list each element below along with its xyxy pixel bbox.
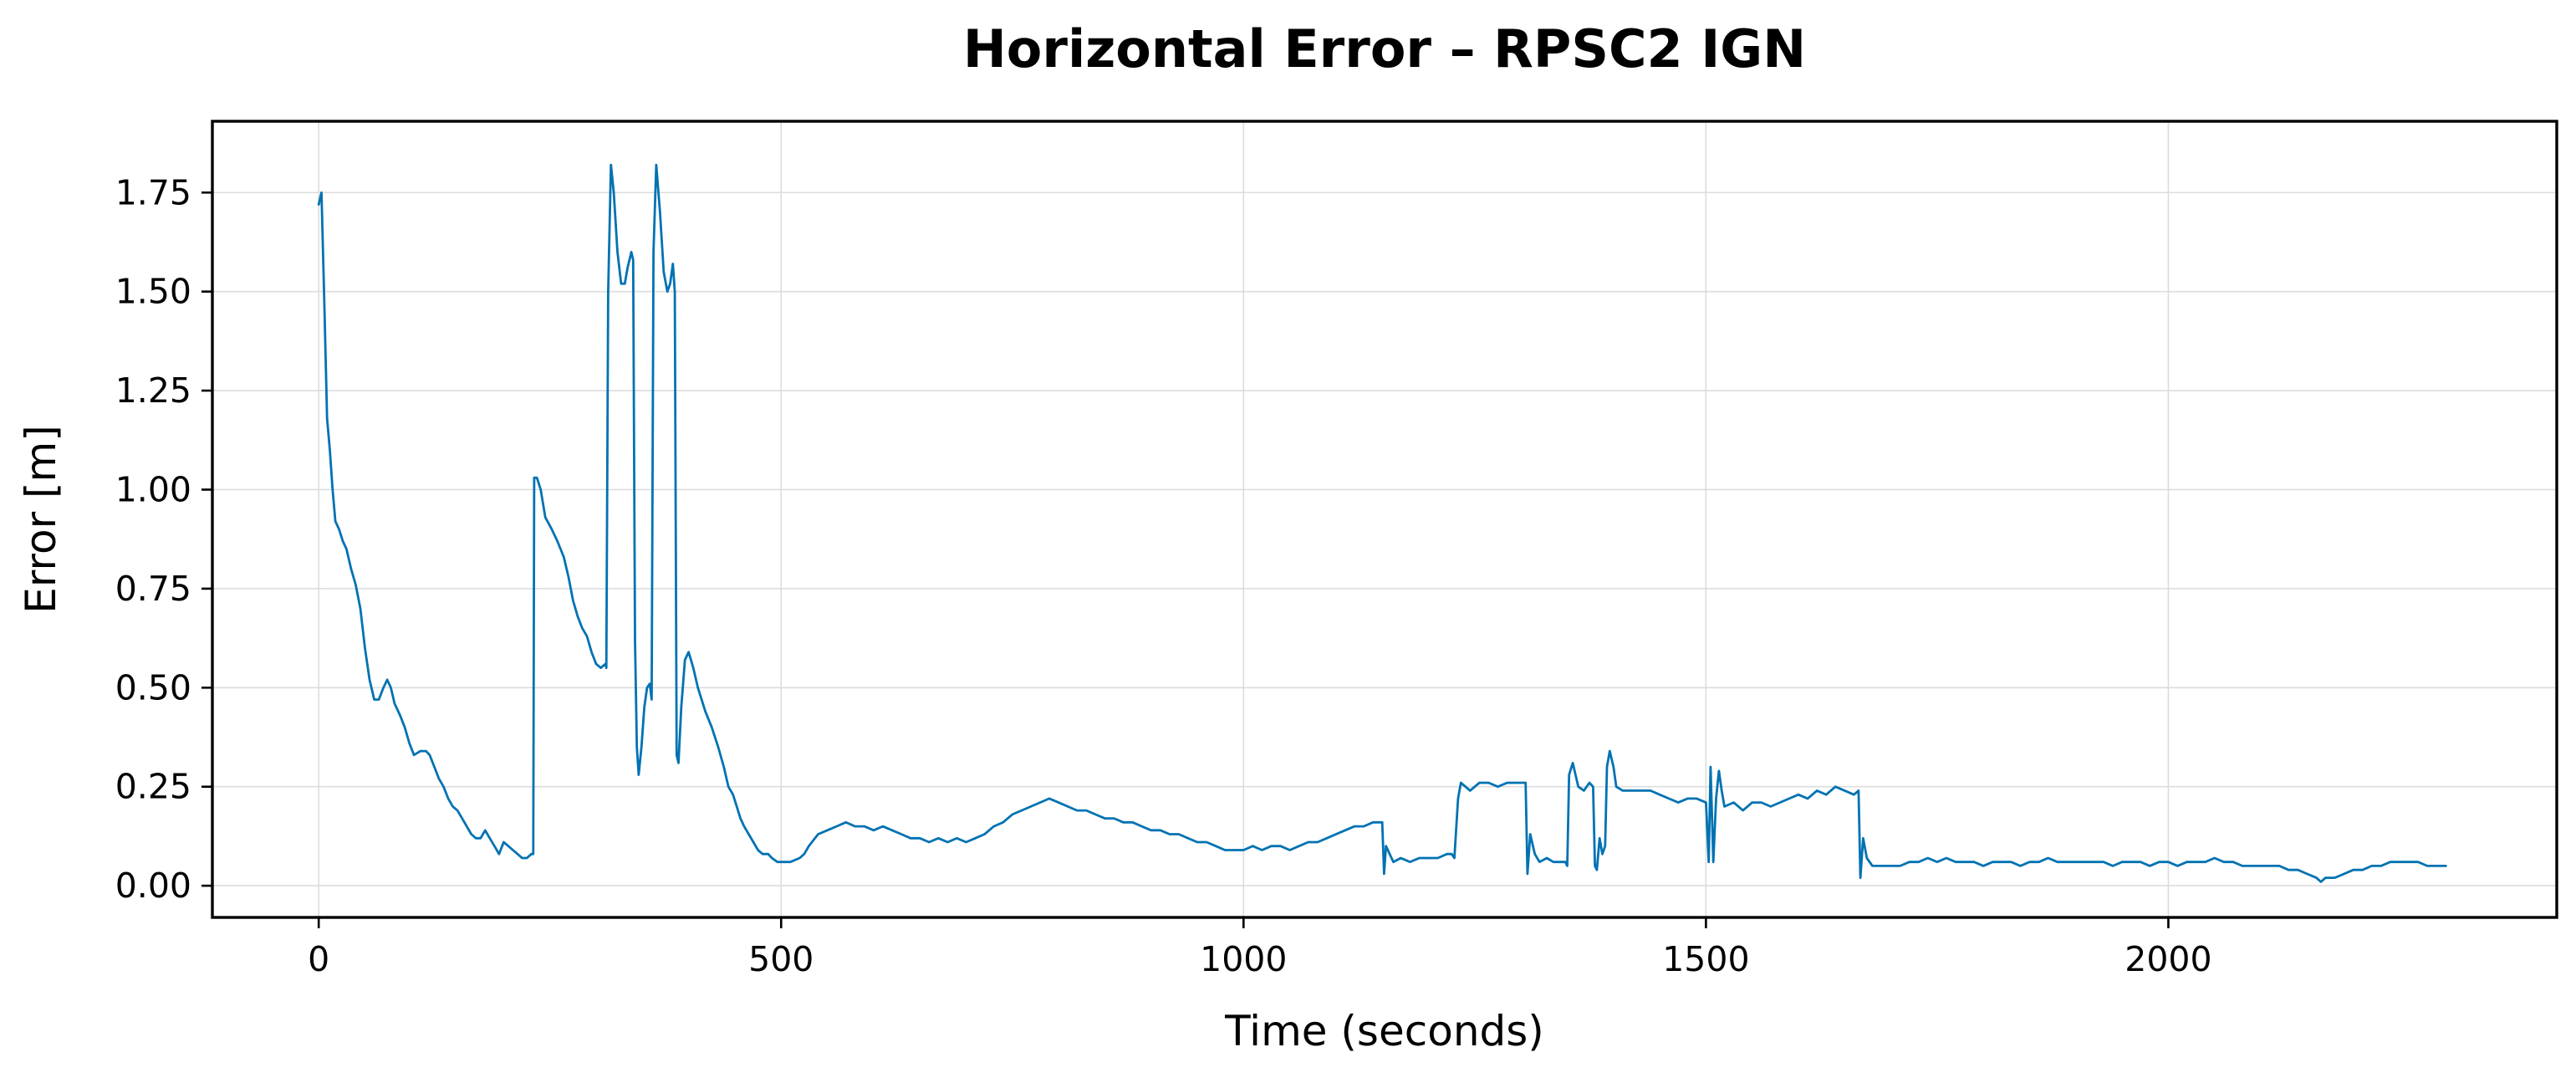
x-tick-label: 0 bbox=[308, 939, 329, 979]
y-tick-label: 1.50 bbox=[115, 272, 191, 312]
x-axis-label: Time (seconds) bbox=[1224, 1007, 1544, 1055]
plot-frame bbox=[211, 120, 2558, 919]
y-tick-label: 1.00 bbox=[115, 469, 191, 509]
chart-title: Horizontal Error – RPSC2 IGN bbox=[963, 18, 1806, 79]
x-tick-label: 1500 bbox=[1662, 939, 1749, 979]
horizontal-error-line bbox=[317, 163, 2447, 883]
y-tick-label: 1.25 bbox=[115, 370, 191, 411]
y-tick-label: 0.25 bbox=[115, 767, 191, 807]
y-tick-label: 0.75 bbox=[115, 569, 191, 609]
grid bbox=[212, 121, 2557, 917]
series-layer bbox=[317, 163, 2447, 883]
y-axis-ticks: 0.00 0.25 0.50 0.75 1.00 1.25 1.50 1.75 bbox=[115, 172, 212, 906]
x-tick-label: 500 bbox=[748, 939, 814, 979]
y-axis-label: Error [m] bbox=[17, 425, 65, 614]
y-tick-label: 1.75 bbox=[115, 172, 191, 212]
x-axis-ticks: 0 500 1000 1500 2000 bbox=[308, 917, 2212, 979]
x-tick-label: 2000 bbox=[2125, 939, 2211, 979]
y-tick-label: 0.50 bbox=[115, 667, 191, 708]
y-tick-label: 0.00 bbox=[115, 866, 191, 906]
x-tick-label: 1000 bbox=[1200, 939, 1287, 979]
